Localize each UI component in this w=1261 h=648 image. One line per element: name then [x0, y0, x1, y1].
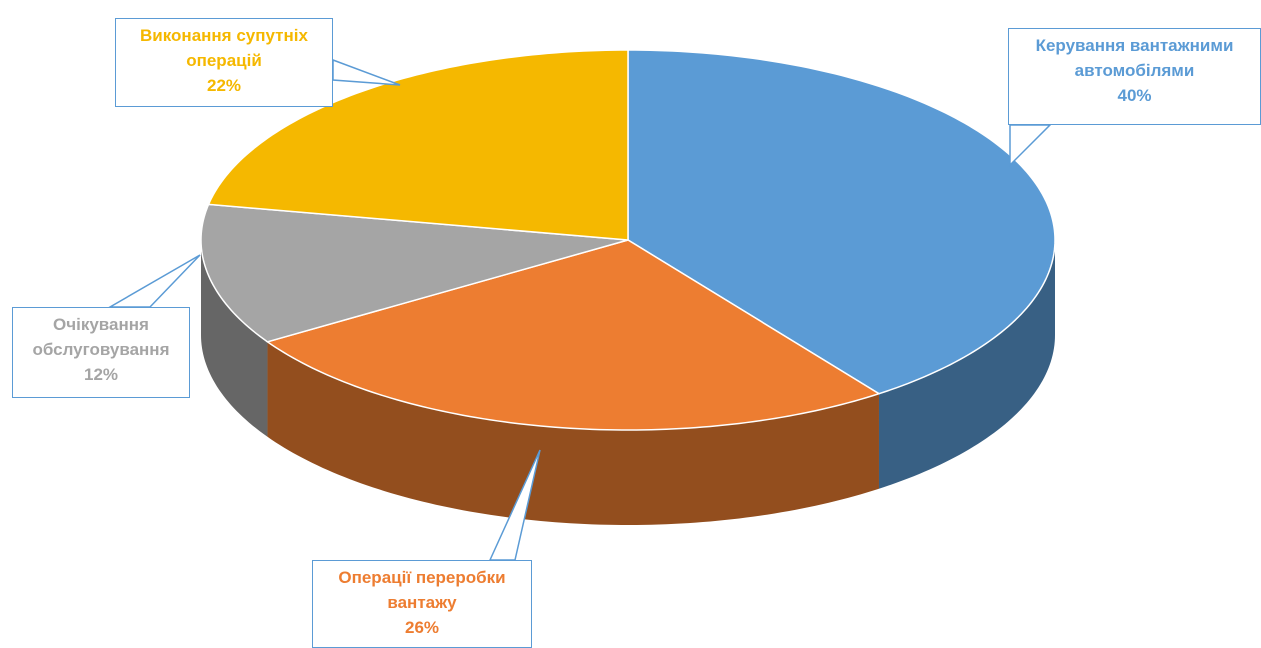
data-label: Керування вантажними автомобілями 40% [1008, 28, 1261, 125]
value-label: 26% [404, 618, 440, 637]
value-label: 22% [206, 76, 242, 95]
pie-slice [200, 203, 629, 343]
callout-pointer [1009, 124, 1052, 167]
slice-side [267, 341, 879, 525]
data-label: Виконання супутніх операцій 22% [115, 18, 333, 107]
callout-pointer [107, 254, 201, 308]
pie-slice [627, 49, 1056, 395]
category-label: Виконання супутніх операцій [140, 26, 308, 70]
pie-slice [207, 49, 629, 241]
slice-side [878, 240, 1055, 489]
value-label: 40% [1117, 86, 1152, 105]
slice-side [201, 240, 268, 437]
category-label: Операції переробки вантажу [338, 568, 506, 612]
category-label: Керування вантажними автомобілями [1035, 36, 1234, 80]
data-label: Очікування обслуговування 12% [12, 307, 190, 398]
data-label: Операції переробки вантажу 26% [312, 560, 532, 648]
callout-pointer [332, 58, 401, 86]
pie-slice [265, 239, 881, 431]
value-label: 12% [83, 365, 119, 384]
category-label: Очікування обслуговування [32, 315, 170, 359]
